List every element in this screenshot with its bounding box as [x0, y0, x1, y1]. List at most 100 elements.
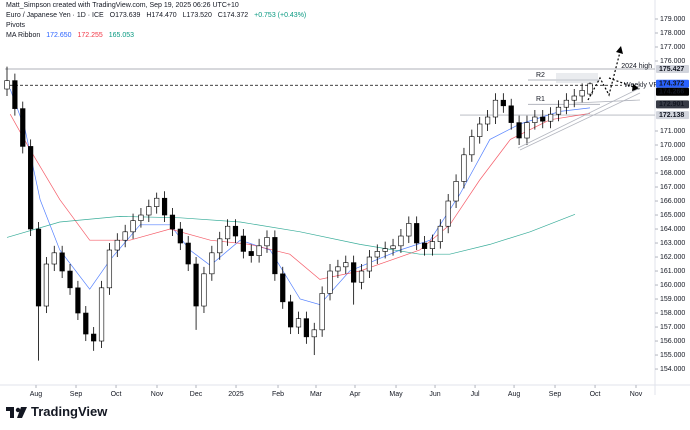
candle-body [303, 318, 309, 338]
x-tick-label: Sep [70, 391, 83, 398]
level-label: Weekly VPOC [624, 82, 669, 89]
candle-body [492, 99, 499, 118]
candle-body [209, 252, 215, 275]
candle-body [67, 270, 73, 289]
symbol-line: Euro / Japanese Yen · 1D · ICE O173.639 … [6, 11, 310, 21]
ohlc: L173.520 [182, 12, 212, 19]
candle-body [161, 197, 168, 216]
ma-value: 165.053 [108, 32, 135, 39]
y-tick-label: 157.000 [660, 324, 685, 331]
candle-body [256, 245, 262, 256]
candle-body [319, 293, 325, 331]
x-tick-label: Mar [310, 391, 323, 398]
candle-body [146, 206, 152, 216]
candle-body [91, 333, 97, 342]
candle-body [343, 262, 349, 268]
ohlc: C174.372 [217, 12, 249, 19]
x-tick-label: Aug [508, 391, 521, 398]
candle-body [461, 154, 467, 182]
candle-body [240, 235, 246, 252]
trend-line [517, 87, 641, 149]
x-tick-label: May [389, 391, 403, 398]
candle-body [374, 251, 380, 258]
ma-legend: MA Ribbon 172.650 172.255 165.053 [6, 31, 310, 41]
candle-body [280, 273, 286, 303]
x-tick-label: Oct [111, 391, 122, 398]
symbol: Euro / Japanese Yen · 1D · ICE [6, 12, 104, 19]
y-tick-label: 170.000 [660, 142, 685, 149]
brand-name: TradingView [31, 404, 108, 419]
trend-line [519, 92, 641, 151]
logo [6, 406, 27, 418]
candle-body [264, 237, 270, 247]
candle-body [398, 235, 404, 247]
level-label: 2024 high [621, 63, 652, 70]
price-badge [656, 100, 689, 109]
y-tick-label: 160.000 [660, 282, 685, 289]
x-tick-label: Apr [350, 391, 362, 398]
candle-body [429, 241, 436, 249]
candle-body [130, 220, 136, 233]
candle-body [272, 237, 278, 275]
candle-body [28, 146, 34, 230]
candle-body [540, 116, 546, 122]
y-tick-label: 166.000 [660, 198, 685, 205]
ma-title: MA Ribbon [6, 32, 41, 39]
candle-body [516, 122, 522, 139]
y-tick-label: 161.000 [660, 268, 685, 275]
y-tick-label: 168.000 [660, 170, 685, 177]
candle-body [453, 181, 459, 202]
candle-body [414, 223, 420, 244]
arrow [608, 77, 637, 89]
price-badge-label: 175.427 [659, 66, 684, 73]
x-tick-label: Nov [630, 391, 643, 398]
price-badge-label: 174.372 [659, 81, 684, 88]
candle-body [224, 225, 231, 240]
ma-line [9, 113, 591, 280]
ma-line [6, 213, 576, 255]
change: +0.753 (+0.43%) [254, 12, 307, 19]
candle-body [484, 116, 491, 125]
candle-body [20, 108, 26, 147]
y-tick-label: 176.000 [660, 58, 685, 65]
candle-body [548, 113, 554, 122]
candle-body [500, 99, 506, 107]
candle-body [532, 116, 538, 123]
ma-line [9, 88, 591, 305]
candle-body [12, 80, 18, 109]
candle-body [98, 287, 105, 342]
candle-body [335, 266, 341, 272]
y-tick-label: 154.000 [660, 366, 685, 373]
candle-body [437, 225, 443, 242]
x-tick-label: Jun [429, 391, 440, 398]
candle-body [83, 312, 89, 335]
candle-body [185, 242, 191, 265]
y-tick-label: 163.000 [660, 240, 685, 247]
brand: TradingView [6, 404, 107, 419]
price-badge [656, 65, 689, 74]
candle-body [469, 136, 475, 156]
trend-line [574, 99, 641, 104]
candle-body [35, 228, 42, 307]
price-badge [656, 111, 689, 120]
ohlc: H174.470 [146, 12, 177, 19]
candle-body [327, 270, 333, 294]
price-badge [656, 79, 689, 88]
candle-body [201, 273, 207, 307]
x-tick-label: Aug [30, 391, 43, 398]
y-tick-label: 158.000 [660, 310, 685, 317]
x-tick-label: Dec [190, 391, 203, 398]
y-tick-label: 165.000 [660, 212, 685, 219]
candle-body [295, 318, 302, 328]
y-tick-label: 177.000 [660, 44, 685, 51]
x-tick-label: Sep [549, 391, 562, 398]
candle-body [232, 225, 239, 237]
pivot-label: R2 [536, 72, 545, 79]
zone [556, 73, 598, 84]
candle-body [390, 245, 396, 249]
y-tick-label: 164.000 [660, 226, 685, 233]
x-tick-label: Oct [590, 391, 601, 398]
candle-body [43, 263, 49, 307]
